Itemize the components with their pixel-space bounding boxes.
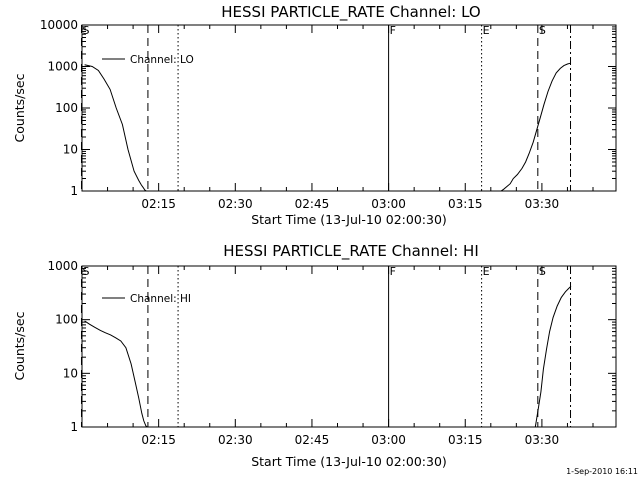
generation-timestamp: 1-Sep-2010 16:11: [566, 467, 638, 476]
y-axis-label: Counts/sec: [12, 311, 27, 380]
y-tick-label: 1: [70, 420, 78, 434]
chart-panel-lo: HESSI PARTICLE_RATE Channel: LO SFES 02:…: [12, 3, 617, 227]
y-tick-label: 1: [70, 184, 78, 198]
x-tick-label: 03:15: [448, 197, 483, 211]
x-tick-label: 03:15: [448, 433, 483, 447]
y-tick-label: 100: [55, 313, 78, 327]
legend-label: Channel: HI: [130, 293, 191, 305]
chart-title: HESSI PARTICLE_RATE Channel: HI: [223, 242, 479, 261]
event-marker-label: F: [390, 24, 396, 37]
y-axis-label: Counts/sec: [12, 73, 27, 142]
event-marker-label: E: [483, 24, 490, 37]
x-tick-label: 03:30: [525, 197, 560, 211]
x-tick-label: 02:15: [141, 433, 176, 447]
y-tick-label: 1000: [47, 60, 78, 74]
x-tick-label: 02:30: [218, 197, 253, 211]
x-tick-label: 03:30: [525, 433, 560, 447]
y-tick-label: 10000: [40, 18, 78, 32]
event-marker-label: F: [390, 265, 396, 278]
plot-frame: [81, 265, 617, 428]
x-tick-label: 02:30: [218, 433, 253, 447]
x-tick-label: 02:45: [295, 197, 330, 211]
series-line-channel-hi: [84, 285, 572, 428]
series-line-channel-lo: [84, 62, 571, 192]
event-marker-label: S: [82, 24, 89, 37]
x-tick-label: 02:45: [295, 433, 330, 447]
legend-label: Channel: LO: [130, 54, 194, 66]
chart-panel-hi: HESSI PARTICLE_RATE Channel: HI SFES 02:…: [12, 242, 617, 469]
x-tick-label: 02:15: [141, 197, 176, 211]
y-tick-label: 1000: [47, 259, 78, 273]
x-axis-label: Start Time (13-Jul-10 02:00:30): [251, 454, 447, 469]
x-tick-label: 03:00: [371, 197, 406, 211]
y-tick-label: 10: [63, 366, 78, 380]
x-axis-label: Start Time (13-Jul-10 02:00:30): [251, 212, 447, 227]
chart-title: HESSI PARTICLE_RATE Channel: LO: [221, 3, 480, 22]
y-tick-label: 10: [63, 143, 78, 157]
y-tick-label: 100: [55, 101, 78, 115]
event-marker-label: E: [483, 265, 490, 278]
x-tick-label: 03:00: [371, 433, 406, 447]
